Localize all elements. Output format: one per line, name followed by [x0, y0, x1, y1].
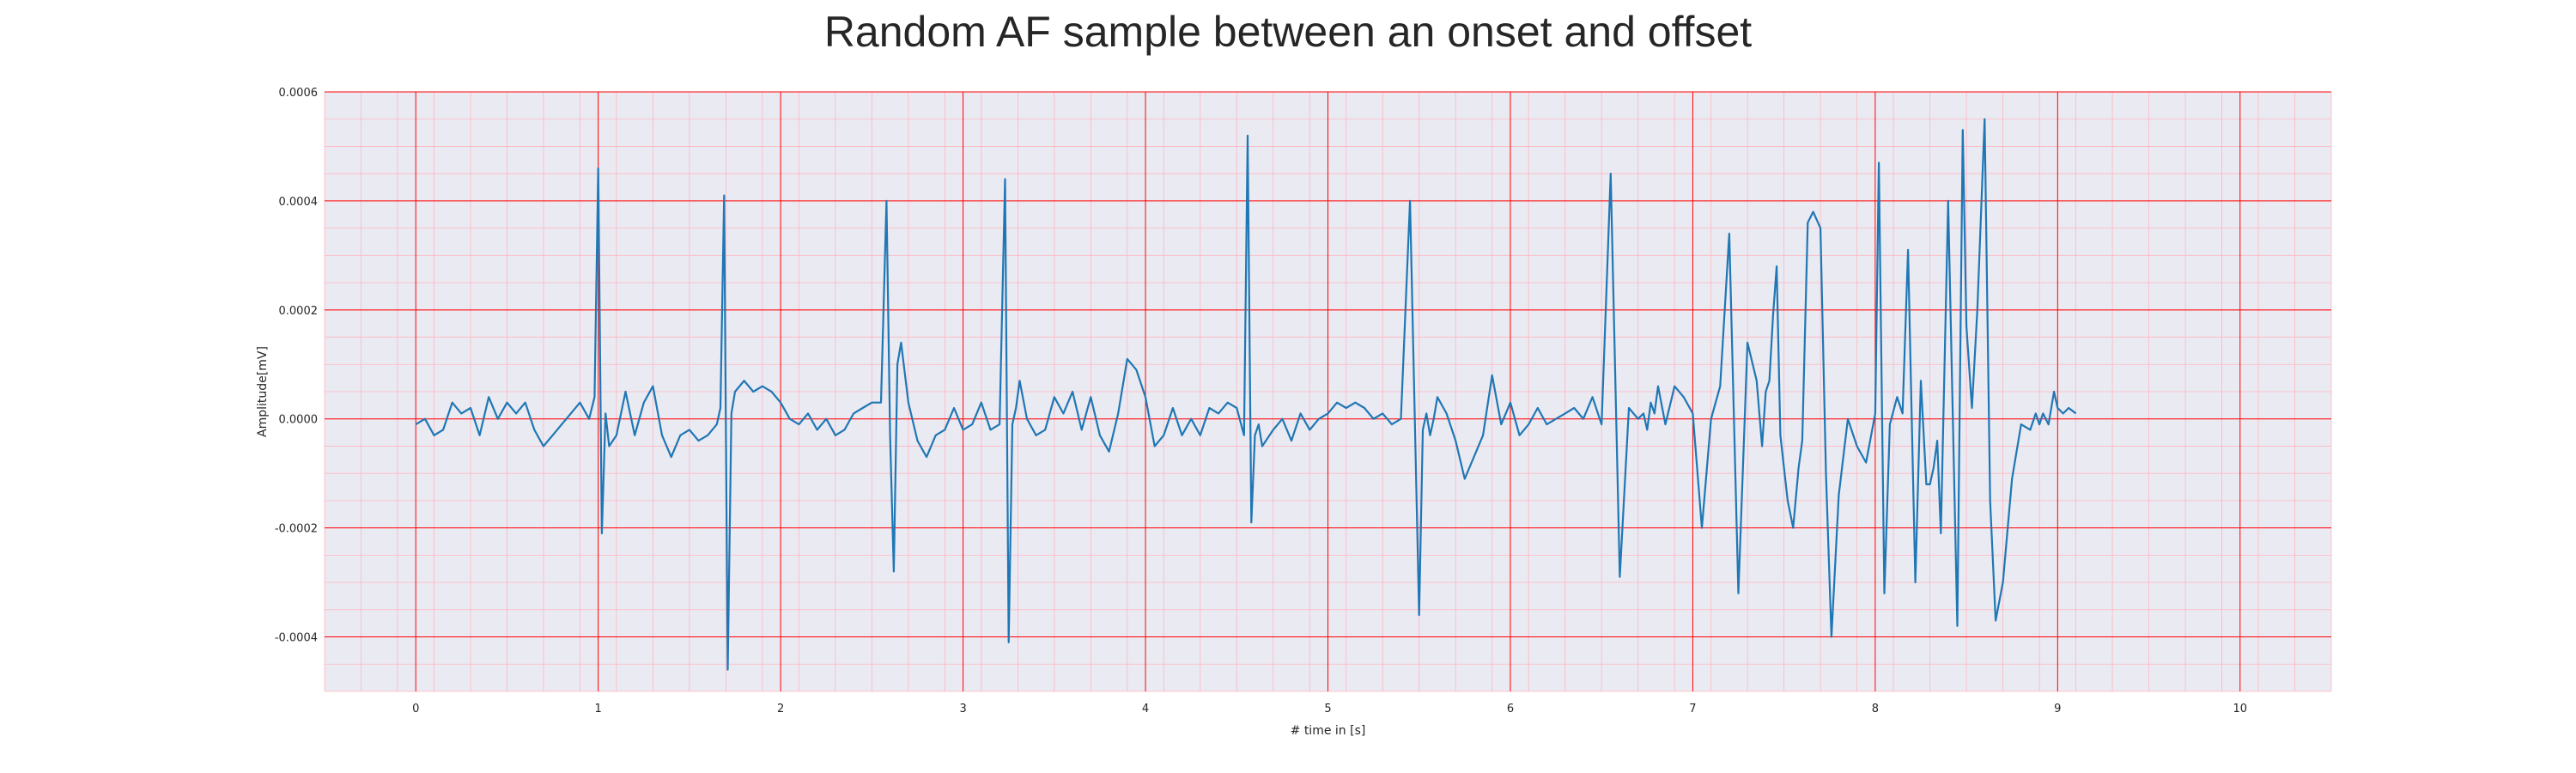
chart-title: Random AF sample between an onset and of… [823, 8, 1753, 56]
y-tick-label: 0.0004 [279, 196, 319, 209]
x-tick-label: 9 [2054, 703, 2061, 715]
y-tick-label: 0.0000 [279, 414, 319, 427]
x-tick-label: 0 [412, 703, 419, 715]
y-tick-label: -0.0002 [275, 523, 318, 536]
y-tick-labels: -0.0004 -0.0002 0.0000 0.0002 0.0004 0.0006 [275, 87, 318, 645]
y-tick-label: 0.0006 [279, 87, 319, 100]
x-tick-label: 10 [2233, 703, 2247, 715]
x-tick-label: 4 [1142, 703, 1149, 715]
y-tick-label: -0.0004 [275, 632, 318, 645]
x-tick-label: 3 [959, 703, 966, 715]
x-tick-label: 8 [1872, 703, 1879, 715]
x-tick-label: 2 [777, 703, 784, 715]
x-tick-label: 5 [1324, 703, 1331, 715]
x-tick-labels: 0 1 2 3 4 5 6 7 8 9 10 [412, 703, 2247, 715]
x-tick-label: 7 [1689, 703, 1696, 715]
y-axis-label: Amplitude[mV] [256, 346, 270, 437]
y-tick-label: 0.0002 [279, 305, 319, 318]
x-tick-label: 1 [595, 703, 602, 715]
x-axis-label: # time in [s] [1291, 724, 1366, 738]
series-line [415, 118, 2077, 671]
x-tick-label: 6 [1507, 703, 1514, 715]
